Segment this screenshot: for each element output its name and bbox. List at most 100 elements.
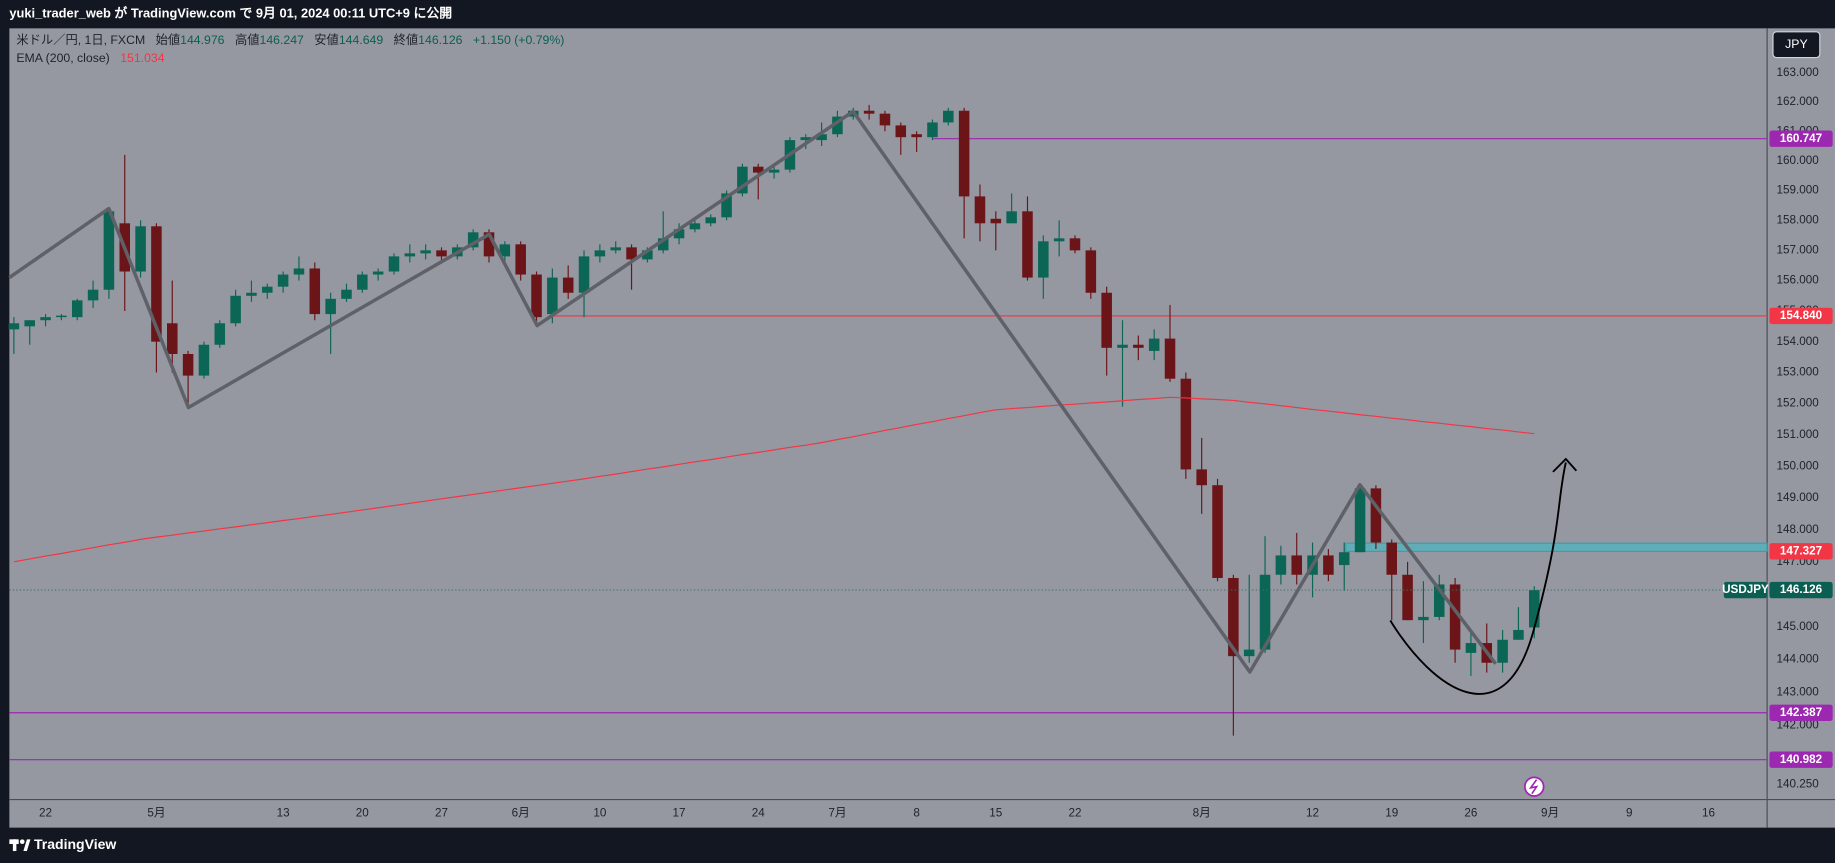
y-tick-label: 153.000 bbox=[1776, 366, 1819, 379]
candle-body bbox=[1069, 238, 1081, 251]
candle-body bbox=[1228, 577, 1239, 657]
candle-body bbox=[1117, 344, 1128, 348]
candle-body bbox=[1022, 211, 1033, 278]
x-tick-label: 22 bbox=[1068, 807, 1081, 820]
candle-body bbox=[1148, 338, 1160, 351]
indicator-name: EMA (200, close) bbox=[16, 51, 109, 65]
candle-body bbox=[103, 211, 115, 290]
last-price-label: 146.126 bbox=[1780, 583, 1823, 596]
price-labels: 160.747 154.840 147.327 142.387 140.982 USDJP… bbox=[1722, 130, 1833, 768]
y-tick-label: 159.000 bbox=[1776, 184, 1819, 197]
candle-body bbox=[309, 268, 321, 315]
drawings bbox=[8, 109, 1578, 695]
candle-body bbox=[357, 274, 368, 290]
candle-body bbox=[1006, 211, 1017, 224]
price-label: 160.747 bbox=[1780, 132, 1822, 145]
brand-logo bbox=[23, 839, 31, 852]
candle-body bbox=[1529, 590, 1540, 628]
currency-label[interactable]: JPY bbox=[1785, 37, 1808, 51]
candle-body bbox=[927, 122, 938, 138]
y-tick-label: 156.000 bbox=[1776, 274, 1819, 287]
publish-line: yuki_trader_web が TradingView.com で 9月 0… bbox=[9, 6, 452, 21]
candle-body bbox=[341, 289, 352, 299]
events-icon[interactable] bbox=[1523, 776, 1545, 797]
candle-body bbox=[895, 125, 907, 138]
candle-body bbox=[404, 253, 416, 257]
candle-body bbox=[689, 223, 701, 230]
x-tick-label: 8月 bbox=[1193, 807, 1211, 820]
candle-body bbox=[71, 300, 83, 318]
candle-body bbox=[1212, 485, 1223, 578]
candle-body bbox=[1465, 643, 1477, 653]
price-label: 154.840 bbox=[1780, 309, 1823, 322]
x-tick-label: 16 bbox=[1702, 807, 1715, 820]
price-label: 147.327 bbox=[1780, 544, 1822, 557]
candle-body bbox=[246, 292, 257, 296]
candle-body bbox=[578, 256, 590, 293]
x-tick-label: 24 bbox=[752, 807, 766, 820]
x-tick-label: 6月 bbox=[512, 807, 530, 820]
ohlc-value: 144.649 bbox=[339, 33, 384, 47]
symbol-label-box bbox=[1723, 581, 1768, 599]
y-tick-label: 142.000 bbox=[1776, 719, 1819, 732]
candle-body bbox=[1101, 292, 1112, 348]
candle-body bbox=[420, 250, 431, 254]
curve-drawing bbox=[1389, 462, 1567, 695]
ohlc-label: 終値 bbox=[394, 32, 419, 47]
candle-body bbox=[1038, 241, 1049, 278]
candle-body bbox=[705, 217, 716, 224]
currency-button[interactable]: JPY bbox=[1772, 31, 1821, 59]
y-tick-label: 150.000 bbox=[1776, 459, 1819, 472]
candle-body bbox=[737, 166, 748, 194]
x-tick-label: 9月 bbox=[1541, 807, 1559, 820]
symbol: 米ドル／円, 1日, FXCM bbox=[16, 33, 145, 47]
events-bolt[interactable] bbox=[1528, 779, 1539, 795]
y-tick-label: 143.000 bbox=[1776, 686, 1819, 699]
ohlc-label: 安値 bbox=[314, 32, 339, 47]
symbol-label: USDJPY bbox=[1722, 583, 1769, 596]
candle-body bbox=[1243, 649, 1255, 657]
brand-name: TradingView bbox=[34, 836, 116, 852]
x-tick-label: 12 bbox=[1306, 807, 1319, 820]
candle-body bbox=[816, 134, 827, 141]
candle-body bbox=[657, 238, 669, 251]
legend-line: 米ドル／円, 1日, FXCM 始値144.976 高値146.247 安値14… bbox=[16, 32, 564, 47]
candle-body bbox=[800, 137, 812, 141]
candle-body bbox=[1259, 574, 1271, 650]
candle-body bbox=[1291, 555, 1302, 575]
candle-body bbox=[1418, 616, 1429, 621]
price-label-box bbox=[1769, 704, 1833, 721]
candle-body bbox=[198, 344, 210, 376]
candle-body bbox=[8, 323, 20, 330]
candle-body bbox=[610, 247, 621, 251]
candle-body bbox=[1402, 574, 1413, 621]
candle-body bbox=[594, 250, 606, 257]
ohlc-label: 高値 bbox=[235, 32, 260, 47]
candle-body bbox=[182, 353, 194, 376]
candle-body bbox=[499, 244, 511, 257]
candle-body bbox=[974, 196, 986, 224]
candle-body bbox=[1433, 584, 1445, 617]
arrow-head bbox=[1552, 457, 1578, 473]
y-tick-label: 163.000 bbox=[1776, 66, 1819, 79]
y-tick-label: 162.000 bbox=[1776, 95, 1819, 108]
candle-body bbox=[325, 298, 336, 315]
x-tick-label: 15 bbox=[989, 807, 1003, 820]
candle-body bbox=[531, 274, 542, 318]
candle-body bbox=[768, 169, 780, 173]
candle-body bbox=[372, 271, 384, 275]
candle-body bbox=[863, 110, 875, 114]
x-tick-label: 5月 bbox=[147, 807, 165, 820]
candle-body bbox=[151, 226, 162, 342]
price-lines bbox=[9, 138, 1768, 761]
x-tick-label: 22 bbox=[39, 807, 52, 820]
candle-body bbox=[87, 289, 99, 301]
candle-body bbox=[24, 320, 35, 327]
candle-body bbox=[752, 166, 764, 173]
currency-button-box[interactable] bbox=[1772, 31, 1821, 59]
candle-body bbox=[1386, 542, 1398, 575]
candle-body bbox=[56, 315, 67, 318]
price-label: 140.982 bbox=[1780, 753, 1823, 766]
